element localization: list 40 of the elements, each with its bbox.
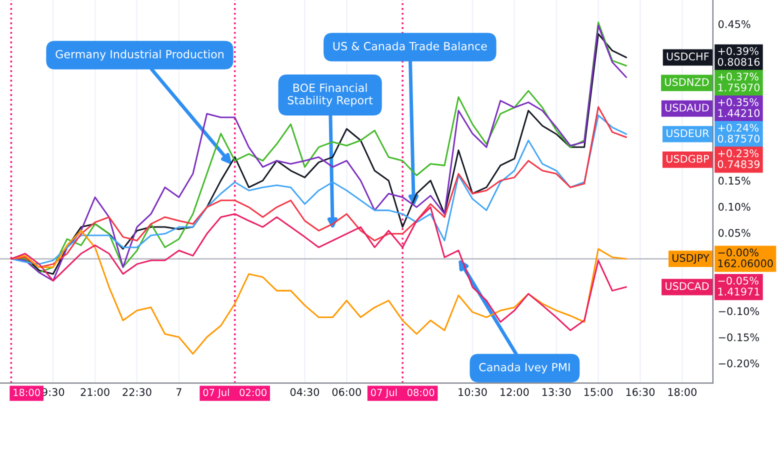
- y-tick-label: 0.05%: [718, 228, 750, 237]
- text: USDCHF: [666, 52, 709, 60]
- annotation: Canada Ivey PMI: [479, 362, 570, 374]
- ref-line-label: 07 Jul 02:00: [203, 388, 266, 398]
- ref-line-label: 07 Jul 08:00: [370, 388, 434, 398]
- y-tick-label: 0.15%: [718, 176, 750, 185]
- text: +0.24% 0.87570: [718, 124, 760, 143]
- x-tick-label: 13:30: [542, 388, 571, 396]
- x-tick-label: 18:00: [668, 388, 696, 396]
- y-tick-label: −0.15%: [718, 333, 760, 342]
- text: USDCAD: [666, 282, 709, 290]
- x-tick-label: 10:30: [458, 388, 487, 396]
- text: +0.23% 0.74839: [718, 149, 760, 168]
- x-tick-label: 12:00: [500, 388, 529, 396]
- annotation: US & Canada Trade Balance: [333, 42, 487, 50]
- line-series: [10, 230, 628, 355]
- text: +0.37% 1.75970: [718, 72, 760, 92]
- x-tick-label: 21:00: [80, 388, 110, 396]
- x-tick-label: 16:30: [626, 388, 655, 396]
- y-tick-label: 0.10%: [718, 202, 750, 211]
- annotation: Germany Industrial Production: [56, 50, 224, 61]
- x-tick-label: 06:00: [332, 388, 361, 396]
- text: +0.35% 1.44210: [718, 98, 760, 118]
- annotation: BOE Financial Stability Report: [288, 83, 373, 107]
- x-tick-label: 22:30: [122, 388, 152, 396]
- text: USDJPY: [672, 254, 710, 264]
- line-series: [10, 206, 628, 332]
- text: USDAUD: [665, 104, 709, 112]
- text: USDNZD: [665, 78, 709, 86]
- y-tick-label: −0.20%: [718, 359, 760, 368]
- text: −0.05% 1.41971: [718, 276, 760, 296]
- x-tick-label: 15:00: [584, 388, 613, 396]
- y-tick-label: −0.10%: [718, 307, 760, 316]
- text: USDEUR: [666, 129, 710, 138]
- x-tick-label: 7: [176, 388, 182, 396]
- text: USDGBP: [666, 154, 709, 163]
- x-tick-label: 04:30: [290, 388, 320, 396]
- y-tick-label: 0.45%: [718, 20, 750, 28]
- text: −0.00% 162.06000: [718, 248, 773, 268]
- text: +0.39% 0.80816: [718, 47, 760, 66]
